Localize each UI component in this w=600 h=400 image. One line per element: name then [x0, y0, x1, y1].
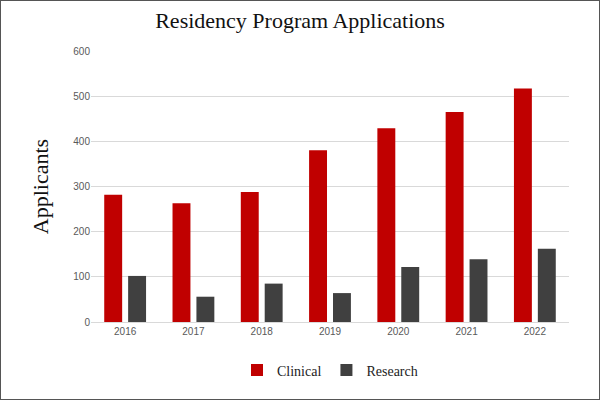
svg-text:Research: Research	[366, 364, 417, 379]
svg-text:2020: 2020	[387, 326, 410, 337]
svg-text:600: 600	[73, 46, 90, 57]
svg-text:2017: 2017	[182, 326, 205, 337]
svg-text:500: 500	[73, 91, 90, 102]
svg-text:400: 400	[73, 136, 90, 147]
svg-text:Clinical: Clinical	[277, 364, 321, 379]
svg-text:2019: 2019	[319, 326, 342, 337]
svg-text:2016: 2016	[114, 326, 137, 337]
svg-text:100: 100	[73, 271, 90, 282]
svg-text:Applicants: Applicants	[28, 139, 53, 234]
svg-text:2018: 2018	[251, 326, 274, 337]
svg-text:300: 300	[73, 181, 90, 192]
svg-text:200: 200	[73, 226, 90, 237]
svg-text:2022: 2022	[524, 326, 547, 337]
svg-text:0: 0	[84, 317, 90, 328]
svg-text:Residency Program Applications: Residency Program Applications	[155, 8, 445, 33]
svg-text:2021: 2021	[455, 326, 478, 337]
